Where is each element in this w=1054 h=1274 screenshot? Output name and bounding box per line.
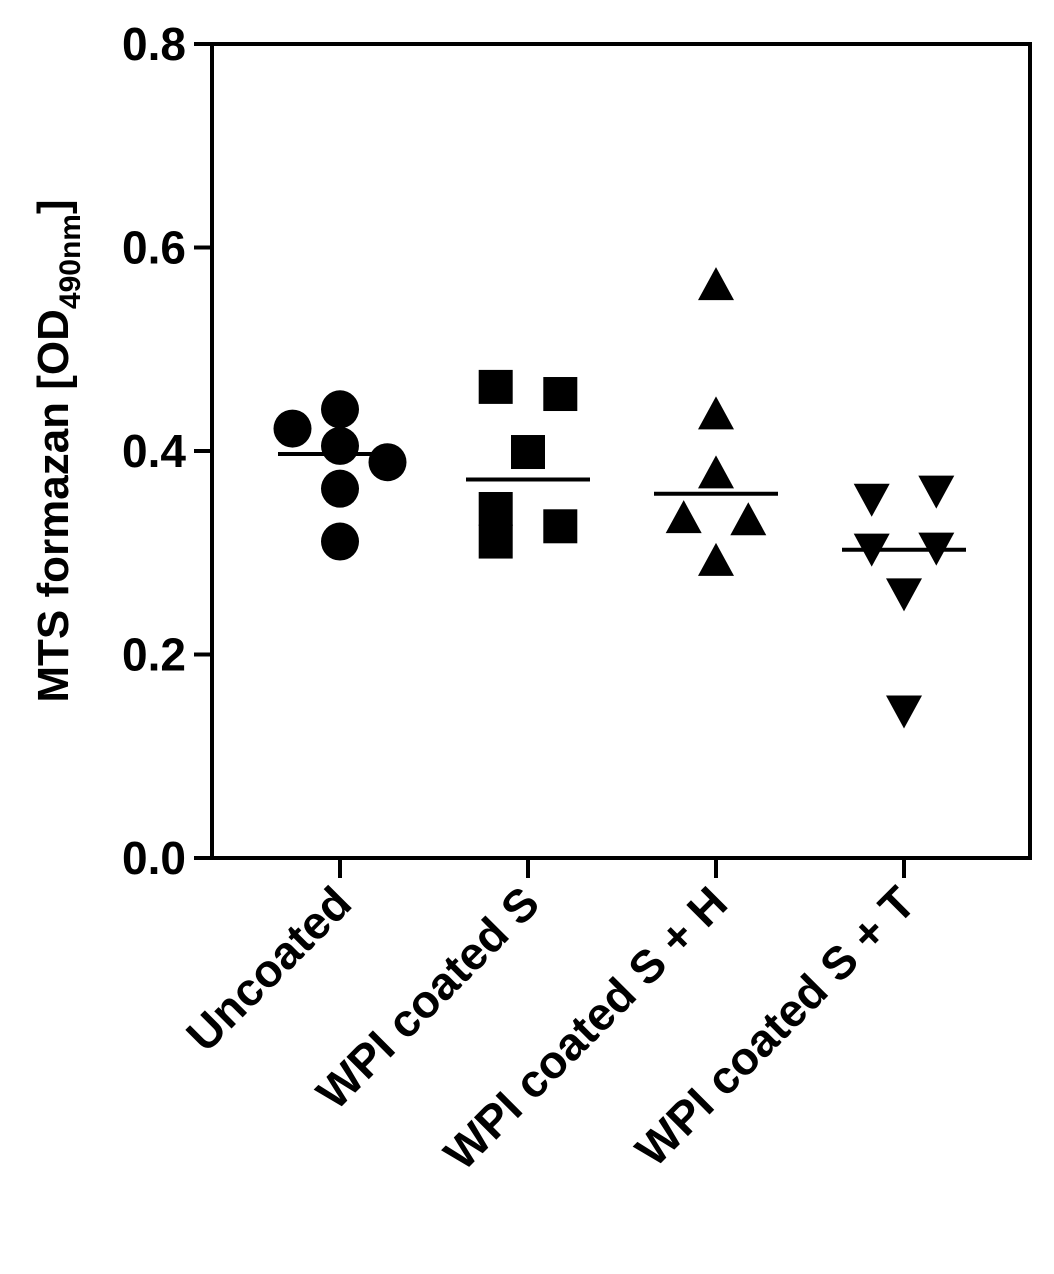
triangle-down-marker [918, 475, 955, 509]
y-axis-title: MTS formazan [OD490nm] [29, 199, 87, 702]
triangle-down-marker [853, 483, 890, 517]
y-axis-title-close: ] [29, 199, 78, 214]
square-marker [478, 491, 513, 526]
data-markers [273, 267, 955, 729]
x-tick-label: Uncoated [176, 876, 361, 1061]
triangle-up-marker [698, 542, 734, 576]
square-marker [543, 377, 578, 412]
square-marker [478, 369, 513, 404]
y-tick-label: 0.0 [122, 832, 186, 884]
triangle-down-marker [886, 695, 922, 729]
triangle-down-marker [886, 578, 922, 612]
y-tick-label: 0.4 [122, 425, 186, 477]
y-axis-title-subscript: 490nm [54, 214, 87, 309]
circle-marker [273, 409, 312, 448]
triangle-up-marker [698, 455, 734, 489]
circle-marker [368, 443, 407, 482]
y-axis: 0.0 0.2 0.4 0.6 0.8 [122, 18, 212, 884]
triangle-down-marker [918, 532, 955, 566]
square-marker [478, 524, 513, 559]
triangle-down-marker [853, 533, 890, 567]
circle-marker [321, 522, 359, 561]
y-axis-title-main: MTS formazan [OD [29, 309, 78, 703]
circle-marker [321, 426, 359, 465]
y-tick-label: 0.8 [122, 18, 186, 70]
triangle-up-marker [698, 267, 734, 301]
triangle-up-marker [698, 396, 734, 430]
y-tick-label: 0.6 [122, 222, 186, 274]
triangle-up-marker [665, 500, 702, 534]
square-marker [543, 509, 578, 544]
y-tick-label: 0.2 [122, 629, 186, 681]
circle-marker [321, 469, 359, 508]
circle-marker [321, 390, 359, 429]
triangle-up-marker [730, 502, 767, 536]
square-marker [511, 435, 545, 470]
